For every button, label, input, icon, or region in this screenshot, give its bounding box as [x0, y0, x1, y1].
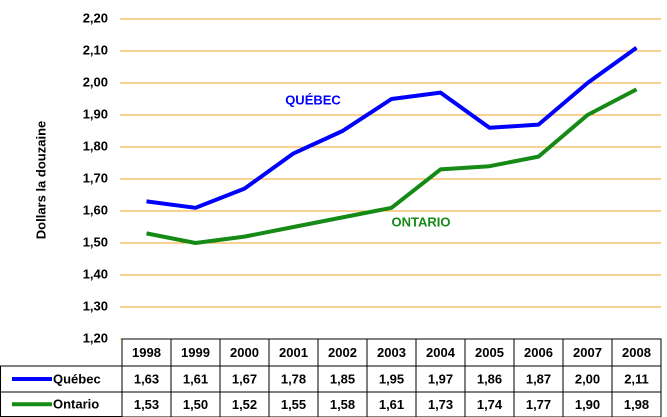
x-tick-label: 2003 [377, 345, 406, 360]
y-tick-label: 1,20 [83, 330, 108, 345]
data-label: 2,00 [575, 371, 600, 386]
table-cell [611, 391, 662, 417]
x-tick-label: 2006 [524, 345, 553, 360]
legend-label: Québec [53, 371, 101, 386]
annotation: ONTARIO [392, 214, 451, 229]
series-line [146, 87, 638, 245]
y-tick-label: 1,90 [83, 106, 108, 121]
y-tick-label: 1,60 [83, 202, 108, 217]
data-label: 1,61 [183, 371, 208, 386]
x-tick-label: 2004 [426, 345, 456, 360]
x-tick-label: 1999 [181, 345, 210, 360]
data-label: 1,67 [232, 371, 257, 386]
data-label: 1,90 [575, 397, 600, 412]
x-tick-label: 2005 [475, 345, 504, 360]
data-label: 1,61 [379, 397, 404, 412]
x-tick-label: 2008 [622, 345, 651, 360]
data-label: 1,52 [232, 397, 257, 412]
y-tick-label: 1,40 [83, 266, 108, 281]
x-tick-label: 2001 [279, 345, 308, 360]
y-axis-label: Dollars la douzaine [33, 121, 48, 239]
data-label: 1,85 [330, 371, 355, 386]
y-tick-label: 1,70 [83, 170, 108, 185]
data-label: 1,53 [134, 397, 159, 412]
data-label: 1,77 [526, 397, 551, 412]
data-label: 1,55 [281, 397, 306, 412]
data-label: 1,87 [526, 371, 551, 386]
data-label: 1,98 [624, 397, 649, 412]
legend-label: Ontario [53, 397, 99, 412]
x-tick-label: 2002 [328, 345, 357, 360]
series-line [146, 46, 638, 210]
data-label: 1,95 [379, 371, 404, 386]
data-label: 1,50 [183, 397, 208, 412]
x-tick-label: 2000 [230, 345, 259, 360]
data-label: 1,63 [134, 371, 159, 386]
y-tick-label: 2,20 [83, 10, 108, 25]
data-label: 1,78 [281, 371, 306, 386]
y-tick-label: 1,30 [83, 298, 108, 313]
y-tick-label: 2,00 [83, 74, 108, 89]
data-label: 2,11 [624, 371, 649, 386]
data-label: 1,74 [477, 397, 503, 412]
data-label: 1,58 [330, 397, 355, 412]
x-tick-label: 1998 [132, 345, 161, 360]
y-tick-label: 1,50 [83, 234, 108, 249]
y-tick-label: 2,10 [83, 42, 108, 57]
data-label: 1,97 [428, 371, 453, 386]
annotation: QUÉBEC [285, 92, 341, 107]
x-tick-label: 2007 [573, 345, 602, 360]
data-label: 1,86 [477, 371, 502, 386]
data-label: 1,73 [428, 397, 453, 412]
y-tick-label: 1,80 [83, 138, 108, 153]
